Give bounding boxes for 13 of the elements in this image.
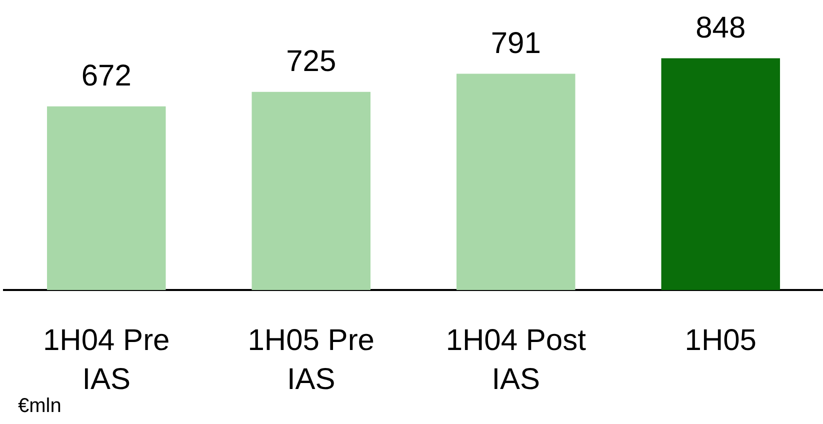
text: €mln [18,395,62,418]
data-label: 725 [286,45,336,78]
x-tick-label: 1H04 Pre IAS [43,324,170,396]
bar [456,74,576,290]
bar [252,92,371,290]
bar [661,58,780,290]
data-label: 791 [490,27,541,60]
x-tick-label: 1H05 Pre IAS [248,324,374,396]
data-label: 848 [696,11,746,44]
data-label: 672 [81,60,132,93]
bar [47,106,166,290]
x-tick-label: 1H05 [684,324,756,357]
x-tick-label: 1H04 Post IAS [446,324,587,396]
